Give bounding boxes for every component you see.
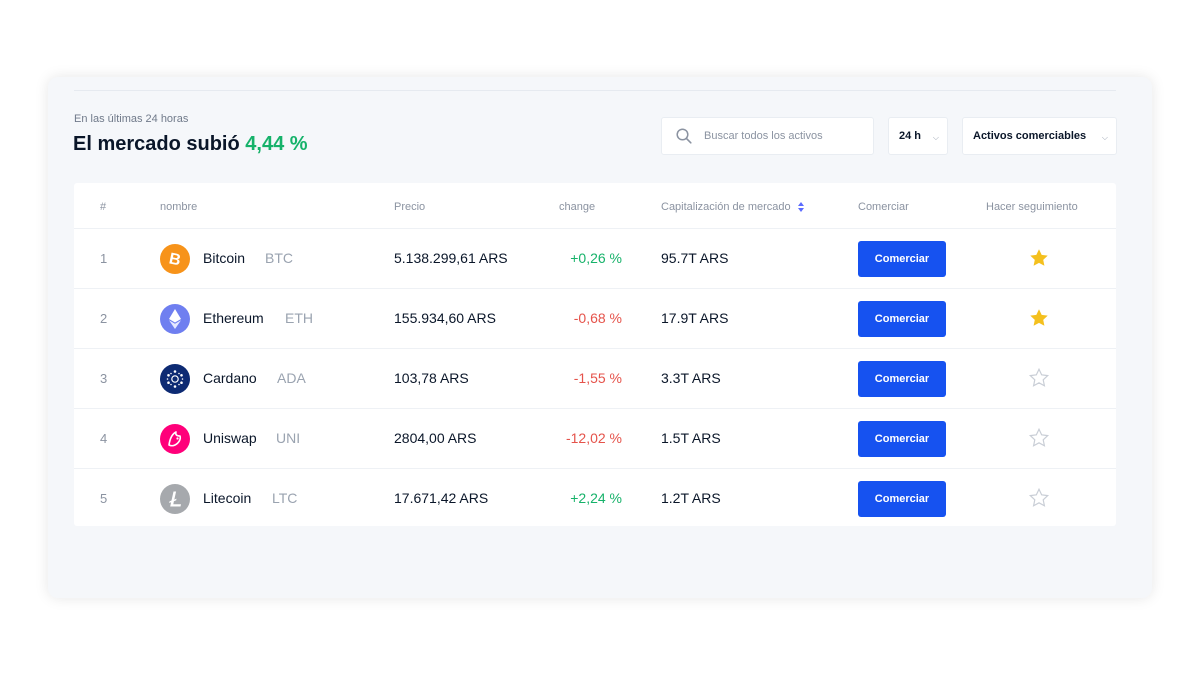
star-filled-icon[interactable]: [1028, 307, 1050, 329]
search-input[interactable]: [704, 130, 854, 142]
row-price: 155.934,60 ARS: [394, 310, 496, 326]
period-select[interactable]: 24 h ⌵: [888, 117, 948, 155]
col-price[interactable]: Precio: [394, 201, 426, 213]
trade-button[interactable]: Comerciar: [858, 361, 946, 397]
trade-button[interactable]: Comerciar: [858, 241, 946, 277]
col-trade: Comerciar: [858, 201, 909, 213]
row-market-cap: 95.7T ARS: [661, 250, 729, 266]
row-name[interactable]: Cardano: [203, 370, 257, 386]
star-outline-icon[interactable]: [1028, 487, 1050, 509]
row-name[interactable]: Bitcoin: [203, 250, 246, 266]
row-rank: 3: [100, 371, 108, 386]
row-market-cap: 1.2T ARS: [661, 490, 721, 506]
bitcoin-icon: B: [160, 244, 190, 274]
col-name[interactable]: nombre: [160, 201, 198, 213]
cardano-icon: [160, 364, 190, 394]
star-filled-icon[interactable]: [1028, 247, 1050, 269]
row-symbol: ETH: [285, 310, 313, 326]
row-name[interactable]: Litecoin: [203, 490, 252, 506]
ethereum-icon: [160, 304, 190, 334]
star-outline-icon[interactable]: [1028, 367, 1050, 389]
row-price: 103,78 ARS: [394, 370, 469, 386]
chevron-down-icon: ⌵: [1101, 133, 1108, 142]
chevron-down-icon: ⌵: [932, 133, 939, 142]
table-row[interactable]: 4 Uniswap UNI 2804,00 ARS -12,02 % 1.5T …: [74, 409, 1116, 469]
headline-percent: 4,44 %: [245, 133, 308, 155]
trade-button[interactable]: Comerciar: [858, 421, 946, 457]
table-row[interactable]: 1 B Bitcoin BTC 5.138.299,61 ARS +0,26 %…: [74, 229, 1116, 289]
litecoin-icon: [160, 484, 190, 514]
divider: [74, 90, 1116, 91]
star-outline-icon[interactable]: [1028, 427, 1050, 449]
period-value: 24 h: [899, 130, 922, 142]
row-name[interactable]: Ethereum: [203, 310, 264, 326]
row-rank: 5: [100, 491, 108, 506]
asset-type-value: Activos comerciables: [973, 130, 1087, 142]
row-change: +2,24 %: [570, 490, 622, 506]
row-rank: 1: [100, 251, 108, 266]
row-change: -12,02 %: [565, 430, 622, 446]
row-symbol: ADA: [277, 370, 306, 386]
row-symbol: LTC: [272, 490, 298, 506]
assets-table: # nombre Precio change Capitalización de…: [74, 183, 1116, 526]
market-subtitle: En las últimas 24 horas: [74, 113, 189, 125]
row-rank: 4: [100, 431, 108, 446]
row-market-cap: 3.3T ARS: [661, 370, 721, 386]
row-price: 17.671,42 ARS: [394, 490, 489, 506]
sort-icon: [797, 202, 804, 213]
search-box[interactable]: [661, 117, 874, 155]
row-change: +0,26 %: [570, 250, 622, 266]
row-symbol: BTC: [265, 250, 293, 266]
row-symbol: UNI: [276, 430, 301, 446]
col-change[interactable]: change: [559, 201, 596, 213]
row-market-cap: 1.5T ARS: [661, 430, 721, 446]
row-rank: 2: [100, 311, 108, 326]
col-rank: #: [100, 201, 107, 213]
trade-button[interactable]: Comerciar: [858, 481, 946, 517]
uniswap-icon: [160, 424, 190, 454]
row-name[interactable]: Uniswap: [203, 430, 257, 446]
row-change: -1,55 %: [573, 370, 622, 386]
col-market-cap[interactable]: Capitalización de mercado: [661, 201, 804, 213]
row-price: 2804,00 ARS: [394, 430, 477, 446]
col-market-cap-label: Capitalización de mercado: [661, 201, 791, 213]
col-watch: Hacer seguimiento: [986, 201, 1078, 213]
asset-type-select[interactable]: Activos comerciables ⌵: [962, 117, 1117, 155]
search-icon: [676, 128, 692, 144]
table-row[interactable]: 5 Litecoin LTC 17.671,42 ARS +2,24 % 1.2…: [74, 469, 1116, 526]
trade-button[interactable]: Comerciar: [858, 301, 946, 337]
svg-text:B: B: [167, 250, 182, 269]
headline-text: El mercado subió: [73, 133, 240, 155]
row-price: 5.138.299,61 ARS: [394, 250, 508, 266]
table-header: # nombre Precio change Capitalización de…: [74, 183, 1116, 229]
market-headline: El mercado subió 4,44 %: [73, 133, 308, 156]
market-card: En las últimas 24 horas El mercado subió…: [48, 77, 1152, 598]
row-change: -0,68 %: [573, 310, 622, 326]
table-row[interactable]: 3 Cardano ADA 103,78 ARS -1,55 % 3.3T AR…: [74, 349, 1116, 409]
row-market-cap: 17.9T ARS: [661, 310, 729, 326]
table-row[interactable]: 2 Ethereum ETH 155.934,60 ARS -0,68 % 17…: [74, 289, 1116, 349]
